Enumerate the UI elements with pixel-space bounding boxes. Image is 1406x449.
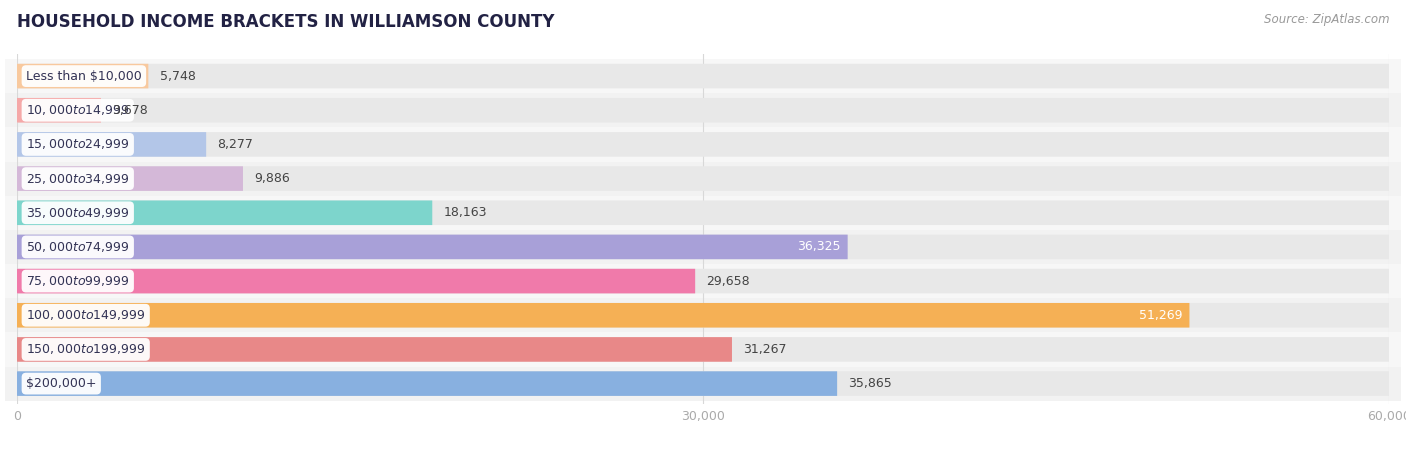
FancyBboxPatch shape (17, 371, 837, 396)
Text: $25,000 to $34,999: $25,000 to $34,999 (27, 172, 129, 185)
Text: $35,000 to $49,999: $35,000 to $49,999 (27, 206, 129, 220)
FancyBboxPatch shape (17, 64, 149, 88)
Text: 36,325: 36,325 (797, 240, 841, 253)
FancyBboxPatch shape (6, 162, 1400, 196)
Text: 51,269: 51,269 (1139, 309, 1182, 322)
FancyBboxPatch shape (17, 371, 1389, 396)
Text: 18,163: 18,163 (444, 206, 488, 219)
FancyBboxPatch shape (17, 235, 1389, 259)
FancyBboxPatch shape (17, 166, 1389, 191)
Text: Source: ZipAtlas.com: Source: ZipAtlas.com (1264, 13, 1389, 26)
Text: Less than $10,000: Less than $10,000 (27, 70, 142, 83)
FancyBboxPatch shape (17, 337, 733, 362)
FancyBboxPatch shape (6, 128, 1400, 162)
Text: 29,658: 29,658 (707, 275, 751, 288)
Text: HOUSEHOLD INCOME BRACKETS IN WILLIAMSON COUNTY: HOUSEHOLD INCOME BRACKETS IN WILLIAMSON … (17, 13, 554, 31)
Text: 3,678: 3,678 (112, 104, 148, 117)
FancyBboxPatch shape (17, 200, 1389, 225)
Text: 35,865: 35,865 (849, 377, 893, 390)
FancyBboxPatch shape (6, 59, 1400, 93)
FancyBboxPatch shape (17, 337, 1389, 362)
Text: $15,000 to $24,999: $15,000 to $24,999 (27, 137, 129, 151)
Text: 9,886: 9,886 (254, 172, 290, 185)
FancyBboxPatch shape (17, 303, 1389, 328)
FancyBboxPatch shape (17, 269, 1389, 293)
Text: $75,000 to $99,999: $75,000 to $99,999 (27, 274, 129, 288)
FancyBboxPatch shape (6, 264, 1400, 298)
FancyBboxPatch shape (17, 98, 101, 123)
FancyBboxPatch shape (17, 166, 243, 191)
FancyBboxPatch shape (17, 269, 695, 293)
Text: $150,000 to $199,999: $150,000 to $199,999 (27, 343, 145, 357)
Text: $200,000+: $200,000+ (27, 377, 97, 390)
FancyBboxPatch shape (6, 332, 1400, 366)
FancyBboxPatch shape (6, 298, 1400, 332)
Text: $10,000 to $14,999: $10,000 to $14,999 (27, 103, 129, 117)
FancyBboxPatch shape (17, 235, 848, 259)
FancyBboxPatch shape (17, 64, 1389, 88)
Text: $100,000 to $149,999: $100,000 to $149,999 (27, 308, 145, 322)
Text: 31,267: 31,267 (744, 343, 787, 356)
Text: 8,277: 8,277 (218, 138, 253, 151)
FancyBboxPatch shape (17, 132, 1389, 157)
FancyBboxPatch shape (17, 303, 1189, 328)
FancyBboxPatch shape (6, 196, 1400, 230)
FancyBboxPatch shape (6, 230, 1400, 264)
Text: 5,748: 5,748 (160, 70, 195, 83)
FancyBboxPatch shape (6, 366, 1400, 401)
FancyBboxPatch shape (17, 200, 432, 225)
FancyBboxPatch shape (17, 132, 207, 157)
FancyBboxPatch shape (17, 98, 1389, 123)
FancyBboxPatch shape (6, 93, 1400, 128)
Text: $50,000 to $74,999: $50,000 to $74,999 (27, 240, 129, 254)
